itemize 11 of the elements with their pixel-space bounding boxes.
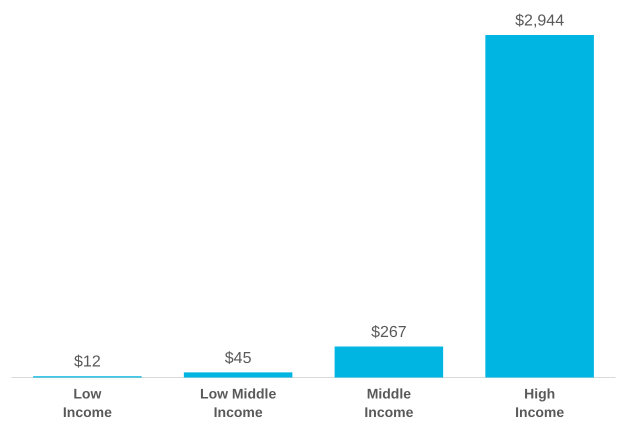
bar bbox=[334, 346, 444, 378]
data-label: $45 bbox=[224, 350, 252, 367]
x-tick-label: Low Middle Income bbox=[200, 386, 276, 420]
x-tick-label: High Income bbox=[515, 386, 564, 420]
x-tick-label: Middle Income bbox=[364, 386, 414, 420]
data-label: $2,944 bbox=[515, 12, 564, 30]
data-label: $12 bbox=[74, 354, 101, 371]
bar bbox=[184, 372, 292, 378]
bar bbox=[485, 35, 594, 378]
x-tick-label: Low Income bbox=[62, 386, 112, 420]
data-label: $267 bbox=[371, 324, 407, 341]
